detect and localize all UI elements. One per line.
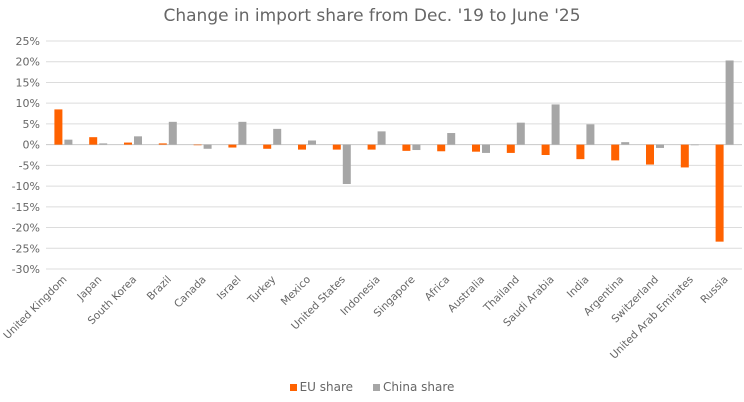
- y-tick-label: -15%: [12, 201, 40, 214]
- bar-china-share: [412, 144, 421, 151]
- bar-eu-share: [506, 144, 515, 153]
- bar-eu-share: [193, 144, 202, 146]
- y-tick-label: -25%: [12, 242, 40, 255]
- bar-china-share: [99, 143, 108, 145]
- bar-china-share: [586, 124, 595, 145]
- bar-eu-share: [89, 137, 98, 145]
- bars: [54, 60, 734, 242]
- bar-eu-share: [402, 144, 411, 151]
- legend: EU share China share: [0, 380, 744, 394]
- x-tick-label: Mexico: [279, 274, 313, 308]
- legend-swatch: [373, 384, 381, 391]
- bar-china-share: [238, 121, 247, 145]
- x-tick-label: Turkey: [245, 274, 278, 307]
- bar-china-share: [377, 131, 386, 145]
- bar-china-share: [64, 139, 73, 145]
- bar-china-share: [134, 136, 142, 145]
- y-tick-label: -5%: [19, 159, 40, 172]
- bar-china-share: [690, 144, 699, 146]
- x-tick-label: Russia: [698, 274, 730, 306]
- y-tick-label: 20%: [16, 56, 40, 69]
- y-tick-label: -20%: [12, 222, 40, 235]
- x-tick-label: Japan: [74, 274, 104, 304]
- bar-china-share: [203, 144, 212, 149]
- x-tick-label: Brazil: [145, 274, 174, 303]
- bar-china-share: [447, 133, 456, 145]
- bar-eu-share: [576, 144, 585, 160]
- bar-eu-share: [54, 109, 63, 145]
- y-tick-label: 25%: [16, 35, 40, 48]
- bar-china-share: [725, 60, 734, 145]
- legend-label: EU share: [299, 380, 354, 394]
- bar-china-share: [482, 144, 490, 153]
- bar-china-share: [551, 104, 560, 145]
- legend-item: China share: [373, 380, 454, 394]
- bar-china-share: [621, 142, 630, 145]
- y-axis-ticks: 25% 20% 15% 10% 5% 0% -5% -10% -15% -20% -25% -30%: [12, 35, 40, 276]
- bar-eu-share: [263, 144, 272, 149]
- bar-eu-share: [158, 143, 167, 145]
- bar-eu-share: [437, 144, 446, 152]
- bar-eu-share: [611, 144, 620, 161]
- x-tick-label: Israel: [215, 274, 244, 303]
- y-tick-label: -10%: [12, 180, 40, 193]
- y-tick-label: 15%: [16, 76, 40, 89]
- bar-china-share: [342, 144, 351, 185]
- legend-item: EU share: [289, 380, 354, 394]
- bar-eu-share: [541, 144, 550, 155]
- bar-eu-share: [298, 144, 306, 150]
- legend-label: China share: [383, 380, 455, 394]
- y-tick-label: 5%: [23, 118, 40, 131]
- bar-eu-share: [646, 144, 654, 165]
- gridlines: [46, 40, 742, 270]
- legend-swatch: [289, 384, 297, 391]
- bar-eu-share: [680, 144, 689, 168]
- bar-china-share: [168, 121, 177, 145]
- bar-china-share: [308, 140, 316, 145]
- y-tick-label: -30%: [12, 263, 40, 276]
- bar-china-share: [273, 128, 282, 145]
- x-tick-label: Australia: [446, 274, 487, 315]
- chart-title: Change in import share from Dec. '19 to …: [163, 6, 581, 26]
- bar-eu-share: [367, 144, 376, 150]
- bar-eu-share: [332, 144, 341, 150]
- bar-eu-share: [715, 144, 724, 242]
- x-tick-label: Africa: [423, 274, 453, 304]
- x-tick-label: Canada: [172, 274, 209, 311]
- y-tick-label: 10%: [16, 97, 40, 110]
- bar-china-share: [516, 122, 525, 145]
- x-tick-label: United Kingdom: [1, 274, 69, 342]
- y-tick-label: 0%: [23, 139, 40, 152]
- bar-china-share: [656, 144, 664, 148]
- bar-eu-share: [228, 144, 237, 148]
- bar-eu-share: [472, 144, 480, 152]
- bar-eu-share: [124, 142, 132, 145]
- x-tick-label: India: [565, 274, 592, 301]
